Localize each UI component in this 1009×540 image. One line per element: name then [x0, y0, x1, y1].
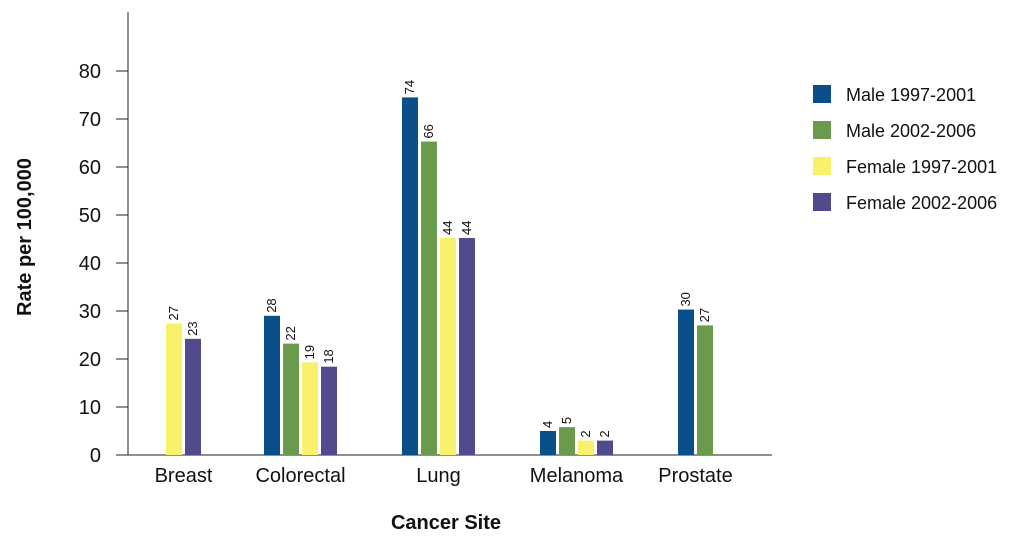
y-tick-label: 10: [79, 397, 101, 419]
y-tick-label: 60: [79, 157, 101, 179]
y-axis-title: Rate per 100,000: [14, 158, 36, 316]
y-tick-label: 20: [79, 349, 101, 371]
bar: [440, 238, 456, 455]
data-label: 66: [421, 124, 436, 138]
bar: [264, 315, 280, 455]
y-axis: 0 10 20 30 40 50 60 70 80: [79, 12, 129, 467]
x-tick-label: Lung: [416, 465, 461, 487]
data-label: 44: [459, 221, 474, 235]
data-label: 30: [678, 292, 693, 306]
bar: [302, 362, 318, 455]
data-label: 27: [166, 306, 181, 320]
x-tick-label: Prostate: [658, 465, 732, 487]
data-label: 22: [283, 326, 298, 340]
legend-label: Female 2002-2006: [846, 193, 997, 213]
legend-label: Male 1997-2001: [846, 85, 976, 105]
legend-label: Female 1997-2001: [846, 157, 997, 177]
data-label: 74: [402, 80, 417, 94]
data-label: 28: [264, 298, 279, 312]
data-label: 18: [321, 349, 336, 363]
bar: [578, 440, 594, 455]
y-tick-label: 80: [79, 61, 101, 83]
bar: [283, 343, 299, 455]
legend-swatch: [813, 121, 831, 139]
y-tick-label: 70: [79, 109, 101, 131]
x-tick-label: Melanoma: [530, 465, 624, 487]
data-label: 44: [440, 221, 455, 235]
bar: [459, 238, 475, 455]
data-label: 27: [697, 308, 712, 322]
data-label: 4: [540, 421, 555, 428]
y-tick-label: 0: [90, 445, 101, 467]
data-label: 2: [597, 430, 612, 437]
x-tick-label: Breast: [155, 465, 213, 487]
bar: [697, 325, 713, 455]
bar: [321, 366, 337, 455]
y-tick-label: 30: [79, 301, 101, 323]
bar: [166, 323, 182, 455]
x-tick-label: Colorectal: [255, 465, 345, 487]
bar: [597, 440, 613, 455]
bar: [559, 427, 575, 455]
bar: [540, 431, 556, 455]
legend-label: Male 2002-2006: [846, 121, 976, 141]
data-label: 2: [578, 430, 593, 437]
data-label: 23: [185, 321, 200, 335]
data-label: 5: [559, 417, 574, 424]
bar: [421, 141, 437, 455]
bar: [678, 309, 694, 455]
y-tick-label: 40: [79, 253, 101, 275]
bar: [185, 338, 201, 455]
legend-swatch: [813, 85, 831, 103]
legend-swatch: [813, 193, 831, 211]
bar: [402, 97, 418, 456]
y-tick-label: 50: [79, 205, 101, 227]
x-axis-title: Cancer Site: [391, 512, 501, 534]
x-axis: Breast Colorectal Lung Melanoma Prostate: [128, 454, 772, 487]
legend-swatch: [813, 157, 831, 175]
legend: Male 1997-2001 Male 2002-2006 Female 1997-…: [813, 85, 997, 213]
data-label: 19: [302, 345, 317, 359]
